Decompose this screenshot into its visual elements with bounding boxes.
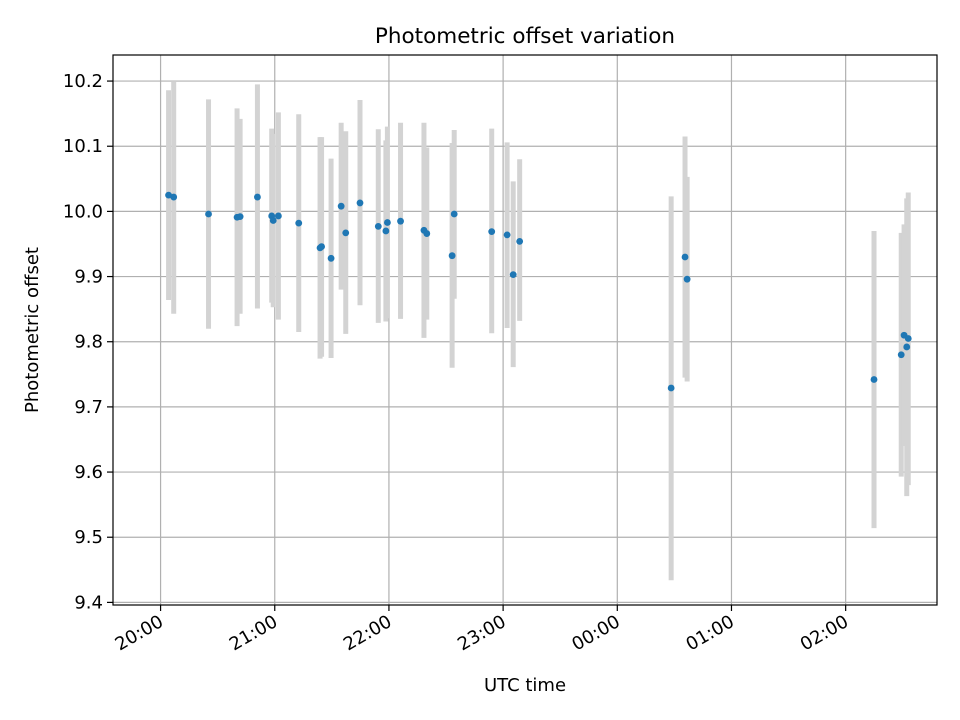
grid-lines xyxy=(113,55,937,605)
data-point xyxy=(382,227,390,235)
data-point xyxy=(503,231,511,239)
data-points xyxy=(165,191,912,392)
data-point xyxy=(269,217,277,224)
y-axis-label: Photometric offset xyxy=(22,247,43,413)
data-point xyxy=(274,212,282,220)
data-point xyxy=(423,230,431,237)
data-point xyxy=(384,219,391,226)
chart-title: Photometric offset variation xyxy=(375,24,675,49)
data-point xyxy=(903,343,911,351)
data-point xyxy=(295,219,303,227)
y-axis-ticks: 9.4 9.5 9.6 9.7 9.8 9.9 10.0 10.1 10.2 xyxy=(63,71,113,613)
data-point xyxy=(170,193,178,201)
y-tick-label: 10.0 xyxy=(63,201,103,222)
plot-frame xyxy=(112,54,938,606)
data-point xyxy=(397,217,404,225)
data-point xyxy=(327,254,335,262)
data-point xyxy=(254,193,261,201)
data-point xyxy=(205,210,212,218)
data-point xyxy=(448,252,456,260)
data-point xyxy=(683,275,691,283)
data-point xyxy=(681,253,689,261)
data-point xyxy=(236,213,244,221)
y-tick-label: 10.2 xyxy=(63,71,103,92)
data-point xyxy=(897,351,905,359)
data-point xyxy=(509,271,517,279)
y-tick-label: 9.7 xyxy=(74,397,103,418)
data-point xyxy=(870,376,878,383)
data-point xyxy=(337,202,345,210)
data-point xyxy=(516,237,524,245)
data-point xyxy=(488,228,496,235)
data-point xyxy=(356,199,364,207)
data-point xyxy=(904,335,912,342)
data-point xyxy=(374,222,382,230)
y-tick-label: 10.1 xyxy=(63,136,103,157)
x-axis-label: UTC time xyxy=(484,675,566,696)
data-point xyxy=(165,191,172,199)
data-point xyxy=(450,210,458,218)
data-point xyxy=(667,384,675,392)
data-point xyxy=(342,229,350,237)
y-tick-label: 9.6 xyxy=(74,462,103,483)
data-point xyxy=(318,243,325,250)
y-tick-label: 9.9 xyxy=(74,267,103,288)
y-tick-label: 9.8 xyxy=(74,332,103,353)
y-tick-label: 9.5 xyxy=(74,527,103,548)
y-tick-label: 9.4 xyxy=(74,592,103,613)
